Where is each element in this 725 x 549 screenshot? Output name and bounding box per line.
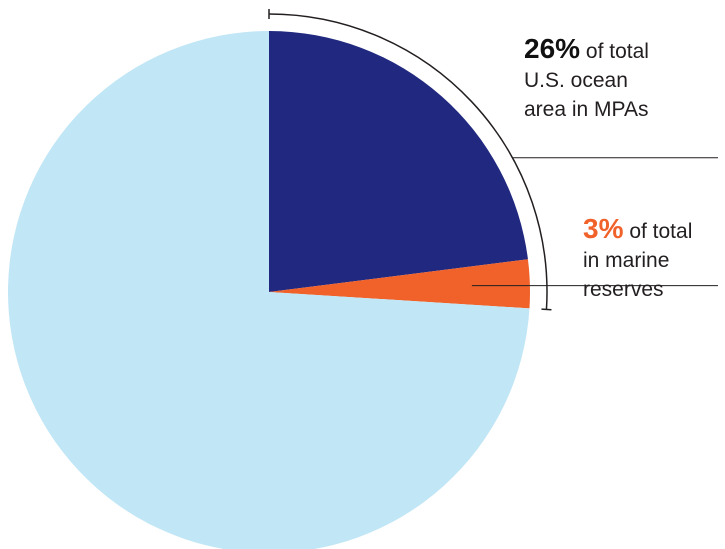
mpa-text-line-3: area in MPAs (524, 98, 649, 121)
pie-slice-0 (269, 31, 528, 292)
annotation-brackets (268, 9, 718, 311)
annotation-mpa: 26% of total U.S. ocean area in MPAs (524, 34, 649, 124)
bracket-tick-1 (541, 308, 552, 311)
annotation-reserves: 3% of total in marine reserves (583, 214, 692, 304)
reserves-text-line-2: in marine (583, 249, 670, 272)
pie-slices (8, 31, 530, 549)
pie-slice-1 (269, 259, 530, 309)
mpa-percent: 26% (524, 33, 581, 64)
reserves-percent: 3% (583, 213, 624, 244)
reserves-text-line-1: of total (629, 220, 693, 243)
mpa-bracket-arc (268, 13, 548, 310)
reserves-text-line-3: reserves (583, 278, 664, 301)
pie-slice-2 (8, 31, 530, 549)
mpa-text-line-1: of total (585, 40, 649, 63)
mpa-text-line-2: U.S. ocean (524, 69, 628, 92)
